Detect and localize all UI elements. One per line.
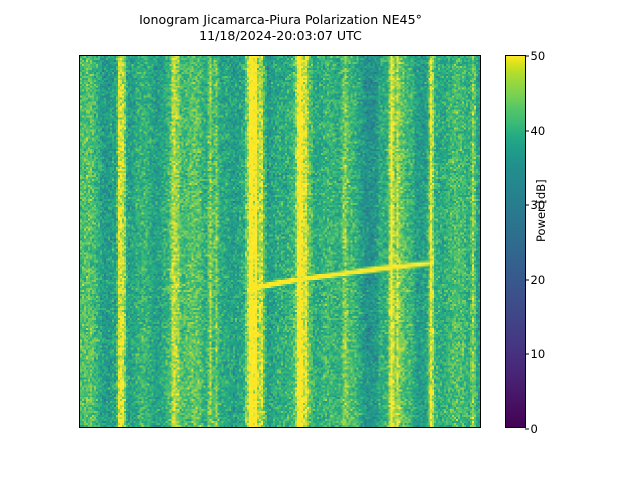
y-tick-mark [79, 304, 80, 305]
colorbar-tick-label: 10 [530, 347, 546, 362]
heatmap-plot-area: 050010001500200025003000468101214161820V… [79, 55, 481, 428]
x-tick-mark [211, 427, 212, 428]
x-tick-mark [477, 427, 478, 428]
colorbar-tick-mark [525, 55, 529, 57]
colorbar-tick-mark [525, 428, 529, 430]
colorbar-tick-mark [525, 130, 529, 132]
x-tick-mark [166, 427, 167, 428]
chart-title-line1: Ionogram Jicamarca-Piura Polarization NE… [139, 12, 422, 27]
y-tick-mark [79, 366, 80, 367]
colorbar-tick-mark [525, 279, 529, 281]
x-tick-mark [388, 427, 389, 428]
colorbar-tick-label: 30 [530, 198, 546, 213]
x-tick-mark [344, 427, 345, 428]
colorbar-tick-label: 20 [530, 272, 546, 287]
colorbar-tick-label: 0 [530, 422, 538, 436]
chart-title: Ionogram Jicamarca-Piura Polarization NE… [79, 12, 482, 43]
power-colorbar: Power [dB] 0 10 20 30 40 50 [505, 49, 548, 436]
x-tick-mark [122, 427, 123, 428]
colorbar-tick-label: 40 [530, 123, 546, 138]
y-tick-mark [79, 56, 80, 57]
colorbar-tick-label: 50 [530, 49, 546, 63]
chart-title-line2: 11/18/2024-20:03:07 UTC [199, 27, 362, 43]
x-tick-mark [433, 427, 434, 428]
colorbar-tick-mark [525, 353, 529, 355]
ionogram-heatmap [80, 56, 480, 427]
y-tick-mark [79, 242, 80, 243]
colorbar-tick-mark [525, 204, 529, 206]
x-tick-mark [255, 427, 256, 428]
y-tick-mark [79, 180, 80, 181]
x-tick-mark [299, 427, 300, 428]
y-tick-mark [79, 118, 80, 119]
